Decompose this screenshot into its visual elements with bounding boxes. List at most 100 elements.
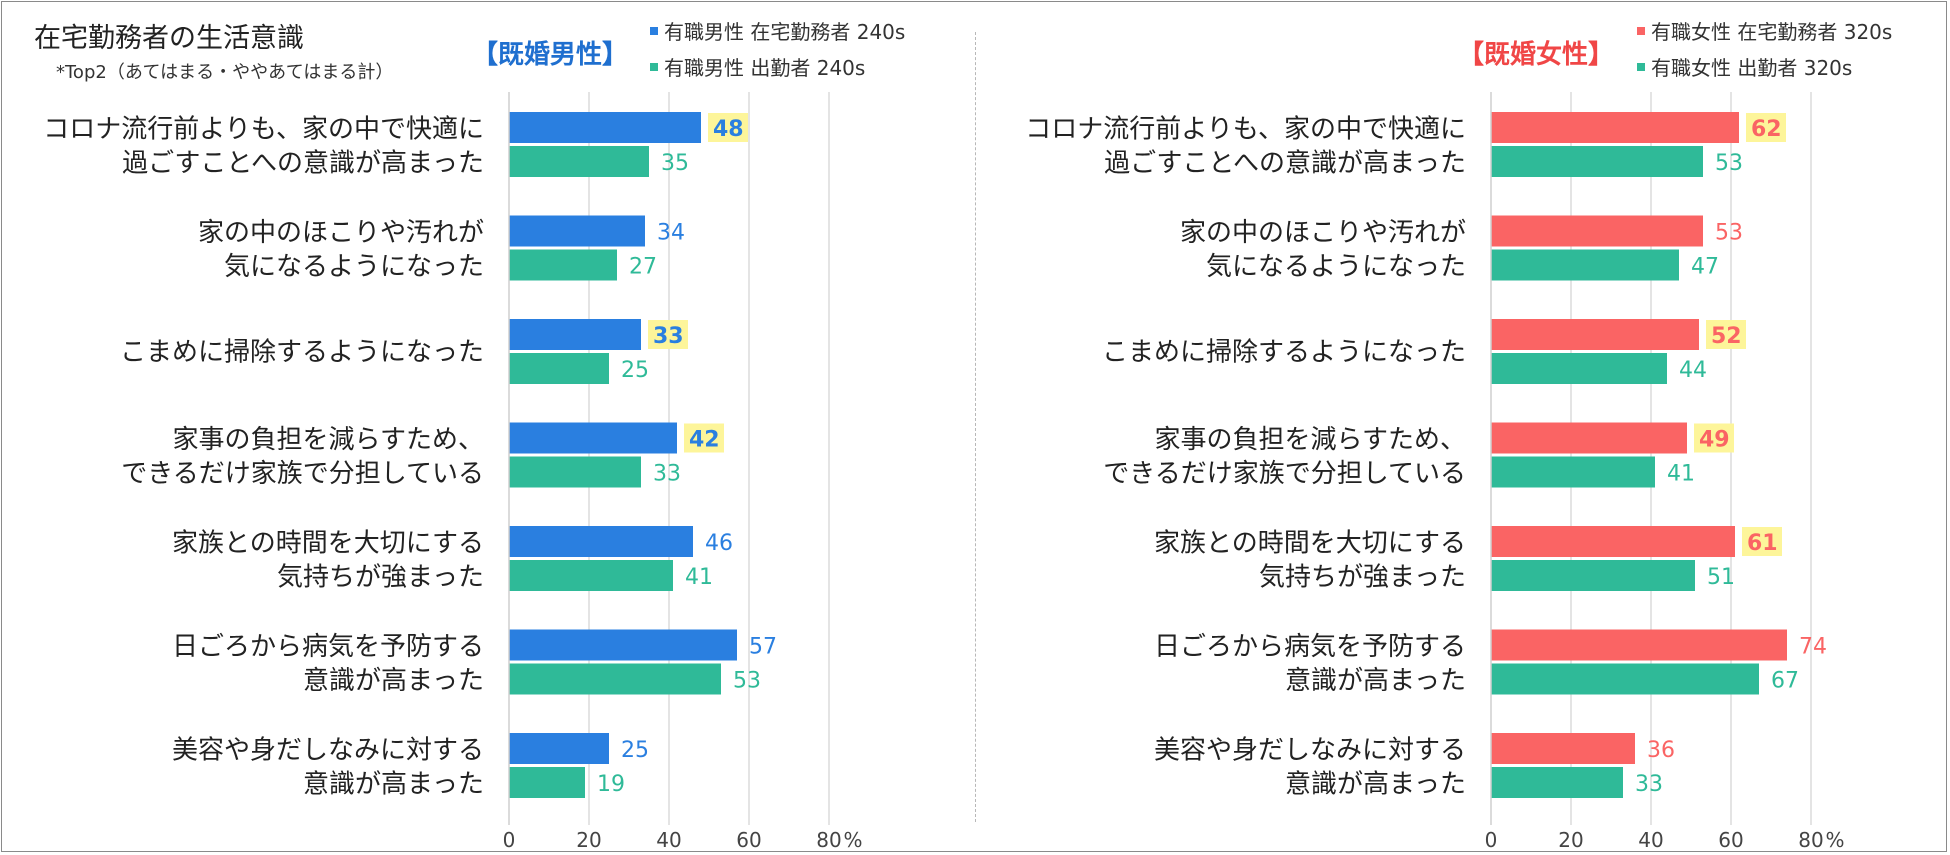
male-category-label-5: 日ごろから病気を予防する意識が高まった <box>172 632 484 696</box>
female-value-label-s1-4: 51 <box>1707 565 1735 590</box>
female-value-label-s1-5: 67 <box>1771 669 1799 694</box>
female-value-highlight-4 <box>1742 527 1782 556</box>
legend-female-remote-swatch <box>1637 26 1645 35</box>
male-category-label-4: 家族との時間を大切にする気持ちが強まった <box>172 529 484 593</box>
female-category-label-2: こまめに掃除するようになった <box>1102 338 1466 368</box>
male-bar-s0-2 <box>509 319 641 350</box>
female-group-title: 【既婚女性】 <box>1458 40 1615 70</box>
male-value-label-s0-0: 48 <box>713 117 744 142</box>
male-bar-s1-6 <box>509 767 585 798</box>
male-value-label-s0-5: 57 <box>749 635 777 660</box>
chart-title: 在宅勤務者の生活意識 <box>34 23 304 54</box>
female-bar-s1-5 <box>1491 663 1759 695</box>
male-category-label-6: 美容や身だしなみに対する意識が高まった <box>172 736 484 800</box>
female-category-label-3: 家事の負担を減らすため、できるだけ家族で分担している <box>1103 425 1466 489</box>
female-value-highlight-2 <box>1706 320 1746 349</box>
male-group-title: 【既婚男性】 <box>472 40 629 70</box>
legend-male-commuter-swatch <box>650 62 658 71</box>
female-bar-s0-3 <box>1491 422 1687 454</box>
female-bar-s1-2 <box>1491 353 1667 384</box>
male-value-label-s1-2: 25 <box>621 358 649 383</box>
male-value-highlight-2 <box>648 320 688 349</box>
male-category-label-1: 家の中のほこりや汚れが気になるようになった <box>198 218 484 282</box>
legend-male-commuter-label: 有職男性 出勤者 240s <box>664 56 866 80</box>
female-tick-label-80: 80 <box>1798 828 1823 852</box>
female-bar-s0-2 <box>1491 319 1699 350</box>
male-bar-chart: 0 20 40 60 80 % コロナ流行前よりも、家の中で快適に過ごすことへの意識が高まっ… <box>43 92 863 852</box>
chart-subtitle: *Top2（あてはまる・ややあてはまる計） <box>56 62 394 83</box>
female-value-highlight-0 <box>1746 113 1786 142</box>
female-value-label-s0-6: 36 <box>1647 738 1675 763</box>
female-value-label-s1-3: 41 <box>1667 462 1695 487</box>
female-tick-label-20: 20 <box>1558 828 1583 852</box>
male-value-label-s0-6: 25 <box>621 738 649 763</box>
female-category-label-0: コロナ流行前よりも、家の中で快適に過ごすことへの意識が高まった <box>1025 115 1466 179</box>
legend-female-remote-label: 有職女性 在宅勤務者 320s <box>1651 20 1893 44</box>
female-bar-s1-4 <box>1491 560 1695 591</box>
male-bar-s0-5 <box>509 629 737 661</box>
female-bar-s0-4 <box>1491 526 1735 557</box>
male-value-label-s1-3: 33 <box>653 462 681 487</box>
male-value-highlight-3 <box>684 423 724 453</box>
male-value-label-s0-2: 33 <box>653 324 684 349</box>
legend-female-commuter-swatch <box>1637 62 1645 71</box>
male-value-label-s1-0: 35 <box>661 151 689 176</box>
male-bar-s0-0 <box>509 112 701 143</box>
female-bar-s1-6 <box>1491 767 1623 798</box>
female-tick-label-60: 60 <box>1718 828 1743 852</box>
male-bar-s1-2 <box>509 353 609 384</box>
male-value-label-s1-1: 27 <box>629 255 657 280</box>
legend-male-remote-swatch <box>650 26 658 35</box>
legend-male-commuter: 有職男性 出勤者 240s <box>650 52 865 81</box>
female-value-label-s1-0: 53 <box>1715 151 1743 176</box>
male-category-label-3: 家事の負担を減らすため、できるだけ家族で分担している <box>121 425 484 489</box>
female-value-label-s1-6: 33 <box>1635 772 1663 797</box>
female-bar-s1-0 <box>1491 146 1703 177</box>
female-bar-s0-5 <box>1491 629 1787 661</box>
female-value-label-s0-3: 49 <box>1699 428 1730 453</box>
male-value-label-s1-4: 41 <box>685 565 713 590</box>
male-bar-s1-0 <box>509 146 649 177</box>
panel-divider <box>975 32 976 822</box>
legend-male-remote: 有職男性 在宅勤務者 240s <box>650 16 905 45</box>
male-tick-label-60: 60 <box>736 828 761 852</box>
male-unit-label: % <box>843 828 862 852</box>
legend-female-remote: 有職女性 在宅勤務者 320s <box>1637 16 1892 45</box>
female-bar-s1-3 <box>1491 456 1655 488</box>
female-bar-s0-0 <box>1491 112 1739 143</box>
male-value-label-s1-5: 53 <box>733 669 761 694</box>
female-tick-label-40: 40 <box>1638 828 1663 852</box>
male-value-label-s0-3: 42 <box>689 428 720 453</box>
male-tick-label-20: 20 <box>576 828 601 852</box>
female-bar-s0-1 <box>1491 215 1703 247</box>
male-bar-s0-1 <box>509 215 645 247</box>
female-value-label-s0-2: 52 <box>1711 324 1742 349</box>
male-value-highlight-0 <box>708 113 748 142</box>
male-bar-s1-5 <box>509 663 721 695</box>
male-value-label-s0-4: 46 <box>705 531 733 556</box>
male-tick-label-80: 80 <box>816 828 841 852</box>
male-tick-label-0: 0 <box>503 828 516 852</box>
male-bar-s0-6 <box>509 733 609 764</box>
male-category-label-0: コロナ流行前よりも、家の中で快適に過ごすことへの意識が高まった <box>43 115 484 179</box>
female-category-label-4: 家族との時間を大切にする気持ちが強まった <box>1154 529 1466 593</box>
female-bar-s0-6 <box>1491 733 1635 764</box>
female-value-label-s0-5: 74 <box>1799 635 1827 660</box>
male-tick-label-40: 40 <box>656 828 681 852</box>
female-value-label-s1-2: 44 <box>1679 358 1707 383</box>
male-bar-s1-1 <box>509 249 617 281</box>
male-category-label-2: こまめに掃除するようになった <box>120 338 484 368</box>
female-bar-s1-1 <box>1491 249 1679 281</box>
female-category-label-1: 家の中のほこりや汚れが気になるようになった <box>1180 218 1466 282</box>
female-value-label-s0-0: 62 <box>1751 117 1782 142</box>
legend-female-commuter-label: 有職女性 出勤者 320s <box>1651 56 1853 80</box>
female-category-label-6: 美容や身だしなみに対する意識が高まった <box>1154 736 1466 800</box>
female-category-label-5: 日ごろから病気を予防する意識が高まった <box>1154 632 1466 696</box>
male-bar-s0-3 <box>509 422 677 454</box>
female-value-label-s0-1: 53 <box>1715 221 1743 246</box>
male-value-label-s1-6: 19 <box>597 772 625 797</box>
male-value-label-s0-1: 34 <box>657 221 685 246</box>
female-value-label-s1-1: 47 <box>1691 255 1719 280</box>
